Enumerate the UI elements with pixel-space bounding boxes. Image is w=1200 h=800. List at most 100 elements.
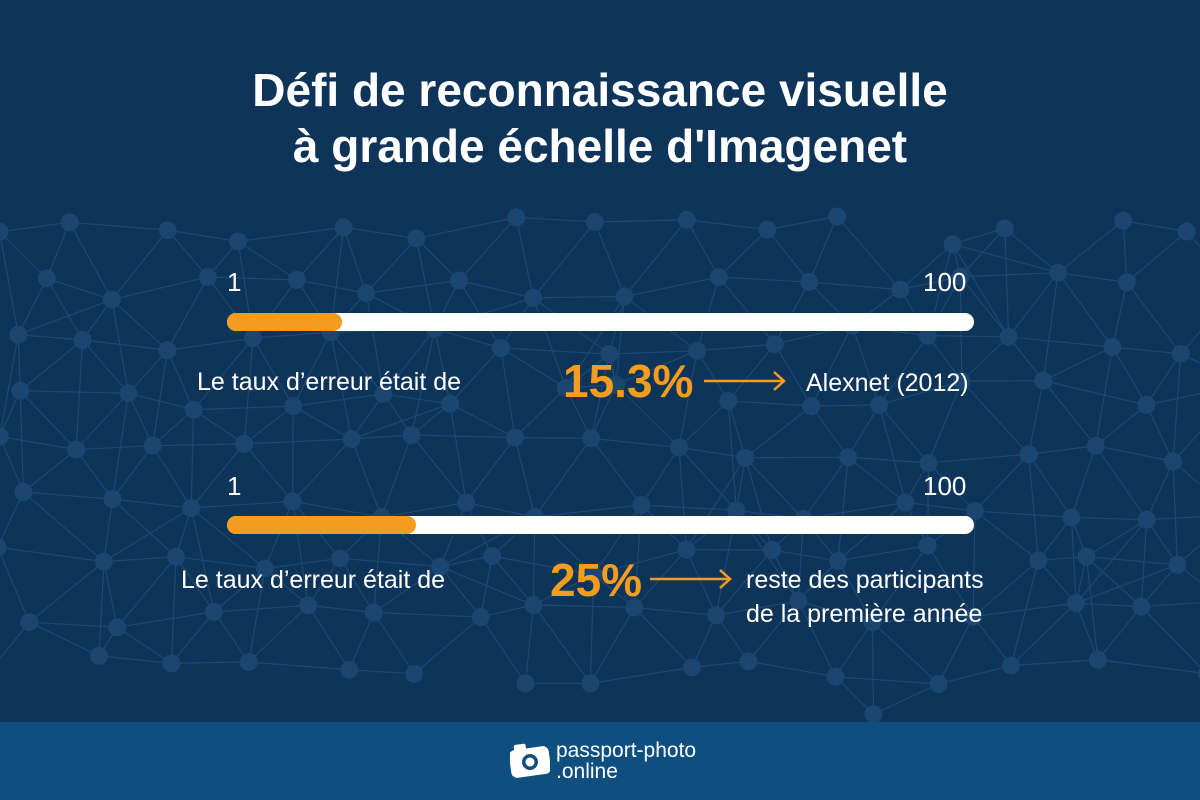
network-node [524, 595, 543, 614]
network-node [584, 565, 603, 584]
network-link [810, 405, 849, 458]
network-link [938, 664, 1012, 685]
network-link [972, 511, 976, 617]
network-node [1177, 222, 1196, 241]
network-node [407, 229, 426, 248]
network-link [292, 500, 382, 518]
network-node [14, 483, 33, 502]
network-link [1057, 272, 1113, 348]
network-link [0, 491, 24, 544]
network-link [264, 557, 341, 570]
network-link [127, 392, 154, 446]
network-link [1010, 560, 1039, 666]
network-node [929, 674, 948, 693]
network-link [1097, 659, 1200, 674]
network-link [243, 338, 254, 444]
network-link [339, 558, 375, 613]
network-link [1145, 353, 1182, 406]
network-link [411, 434, 467, 504]
network-link [213, 611, 250, 663]
network-link [193, 337, 254, 411]
network-link [296, 226, 345, 281]
bar2-fill [227, 516, 416, 534]
network-link [972, 616, 1012, 666]
bar2-track [227, 516, 974, 534]
network-link [634, 606, 717, 616]
network-node [965, 502, 984, 521]
network-link [264, 568, 309, 606]
brand-name[interactable]: passport-photo .online [556, 740, 696, 782]
network-node [727, 501, 746, 520]
network-node [1137, 510, 1156, 529]
network-link [1086, 556, 1142, 608]
network-link [366, 279, 460, 294]
network-link [744, 457, 804, 520]
network-node [1168, 555, 1187, 574]
network-link [809, 281, 901, 291]
network-node [60, 213, 79, 232]
network-node [0, 222, 9, 241]
network-link [532, 297, 567, 389]
network-link [351, 403, 451, 440]
network-node [204, 602, 223, 621]
network-link [834, 621, 873, 678]
network-link [248, 568, 266, 663]
bar2-lead-text: Le taux d’erreur était de [181, 566, 446, 594]
network-link [480, 555, 493, 618]
bar2-target-line-2: de la première année [746, 600, 983, 628]
network-link [112, 498, 177, 558]
network-link [383, 328, 436, 395]
network-link [415, 238, 460, 281]
network-link [928, 453, 1029, 464]
network-link [811, 404, 880, 407]
network-node [364, 603, 383, 622]
network-link [767, 215, 838, 231]
network-link [76, 445, 153, 451]
network-link [878, 404, 929, 464]
network-link [590, 437, 642, 506]
network-link [1176, 544, 1200, 566]
bar1-target-text: Alexnet (2012) [806, 366, 969, 400]
network-link [193, 409, 245, 445]
network-link [500, 347, 567, 389]
network-link [1145, 404, 1174, 462]
network-node [828, 207, 847, 226]
network-link [927, 380, 963, 464]
network-node [158, 341, 177, 360]
network-link [29, 621, 100, 657]
network-link [1112, 346, 1181, 355]
network-link [1111, 282, 1128, 348]
network-node [229, 232, 248, 251]
network-link [1042, 380, 1097, 447]
bar1-min-label: 1 [227, 267, 242, 297]
network-node [995, 219, 1014, 238]
network-link [1095, 347, 1114, 446]
network-link [1028, 380, 1044, 455]
network-node [677, 540, 696, 559]
network-link [22, 491, 105, 563]
network-node [896, 493, 915, 512]
network-link [411, 434, 515, 439]
network-node [334, 218, 353, 237]
network-link [0, 221, 70, 233]
network-link [307, 605, 350, 671]
network-link [167, 276, 209, 351]
network-node [182, 499, 201, 518]
network-link [491, 555, 594, 576]
network-node [891, 280, 910, 299]
network-link [565, 353, 610, 389]
network-link [46, 277, 113, 301]
network-link [500, 347, 610, 355]
network-node [158, 221, 177, 240]
network-link [293, 393, 384, 407]
network-link [533, 604, 635, 609]
network-link [691, 615, 717, 668]
network-link [0, 621, 30, 660]
network-node [943, 235, 962, 254]
network-link [641, 504, 737, 511]
network-link [307, 557, 341, 606]
network-link [728, 400, 812, 407]
network-link [1008, 272, 1059, 338]
network-link [1095, 404, 1147, 447]
network-link [340, 557, 441, 568]
